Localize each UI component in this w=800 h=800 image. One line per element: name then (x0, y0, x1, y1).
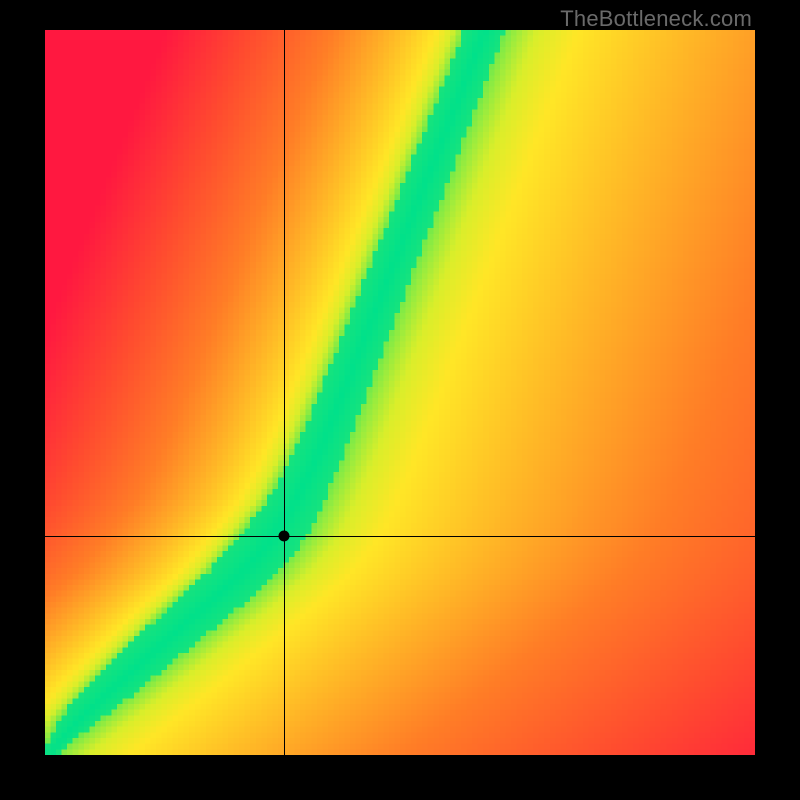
watermark-text: TheBottleneck.com (560, 6, 752, 32)
heatmap-plot (45, 30, 755, 755)
heatmap-canvas (45, 30, 755, 755)
